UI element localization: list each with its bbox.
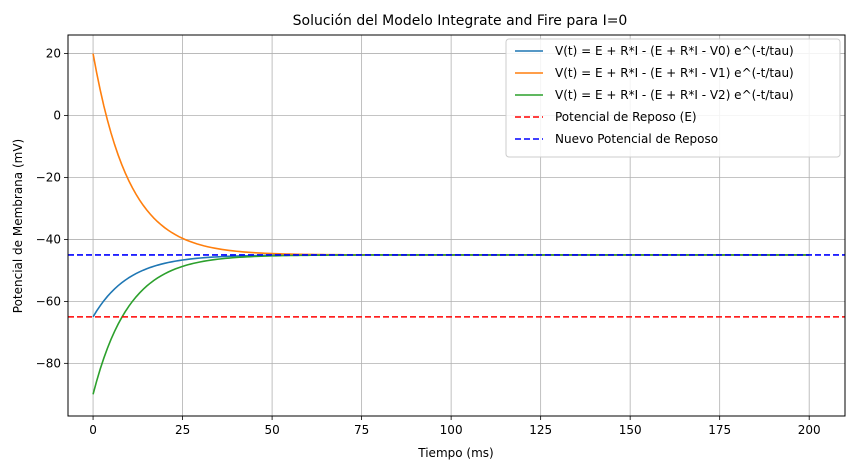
x-tick-label: 0 — [89, 423, 97, 437]
x-axis-label: Tiempo (ms) — [417, 446, 493, 460]
plot-frame — [67, 34, 846, 417]
chart-title: Solución del Modelo Integrate and Fire p… — [293, 13, 628, 29]
x-tick-label: 75 — [354, 423, 369, 437]
legend-label: Potencial de Reposo (E) — [555, 110, 697, 124]
x-ticks: 0 25 50 75 100 125 150 175 200 — [89, 416, 821, 437]
x-tick-label: 175 — [708, 423, 731, 437]
x-tick-label: 100 — [440, 423, 463, 437]
y-tick-label: 0 — [53, 109, 61, 123]
series-group — [68, 53, 845, 395]
legend-label: V(t) = E + R*I - (E + R*I - V2) e^(-t/ta… — [555, 88, 794, 102]
y-tick-label: −20 — [36, 170, 61, 184]
x-tick-label: 200 — [798, 423, 821, 437]
legend-box — [505, 38, 841, 158]
y-tick-label: −60 — [36, 294, 61, 308]
x-tick-label: 50 — [264, 423, 279, 437]
y-axis-label: Potencial de Membrana (mV) — [11, 139, 25, 313]
legend: V(t) = E + R*I - (E + R*I - V0) e^(-t/ta… — [505, 38, 841, 158]
y-ticks: −80 −60 −40 −20 0 20 — [36, 47, 68, 370]
y-tick-label: 20 — [46, 47, 61, 61]
x-tick-label: 125 — [529, 423, 552, 437]
x-tick-label: 150 — [619, 423, 642, 437]
y-tick-label: −40 — [36, 232, 61, 246]
y-tick-label: −80 — [36, 356, 61, 370]
legend-label: V(t) = E + R*I - (E + R*I - V0) e^(-t/ta… — [555, 44, 794, 58]
legend-label: V(t) = E + R*I - (E + R*I - V1) e^(-t/ta… — [555, 66, 794, 80]
x-tick-label: 25 — [175, 423, 190, 437]
legend-label: Nuevo Potencial de Reposo — [555, 132, 718, 146]
